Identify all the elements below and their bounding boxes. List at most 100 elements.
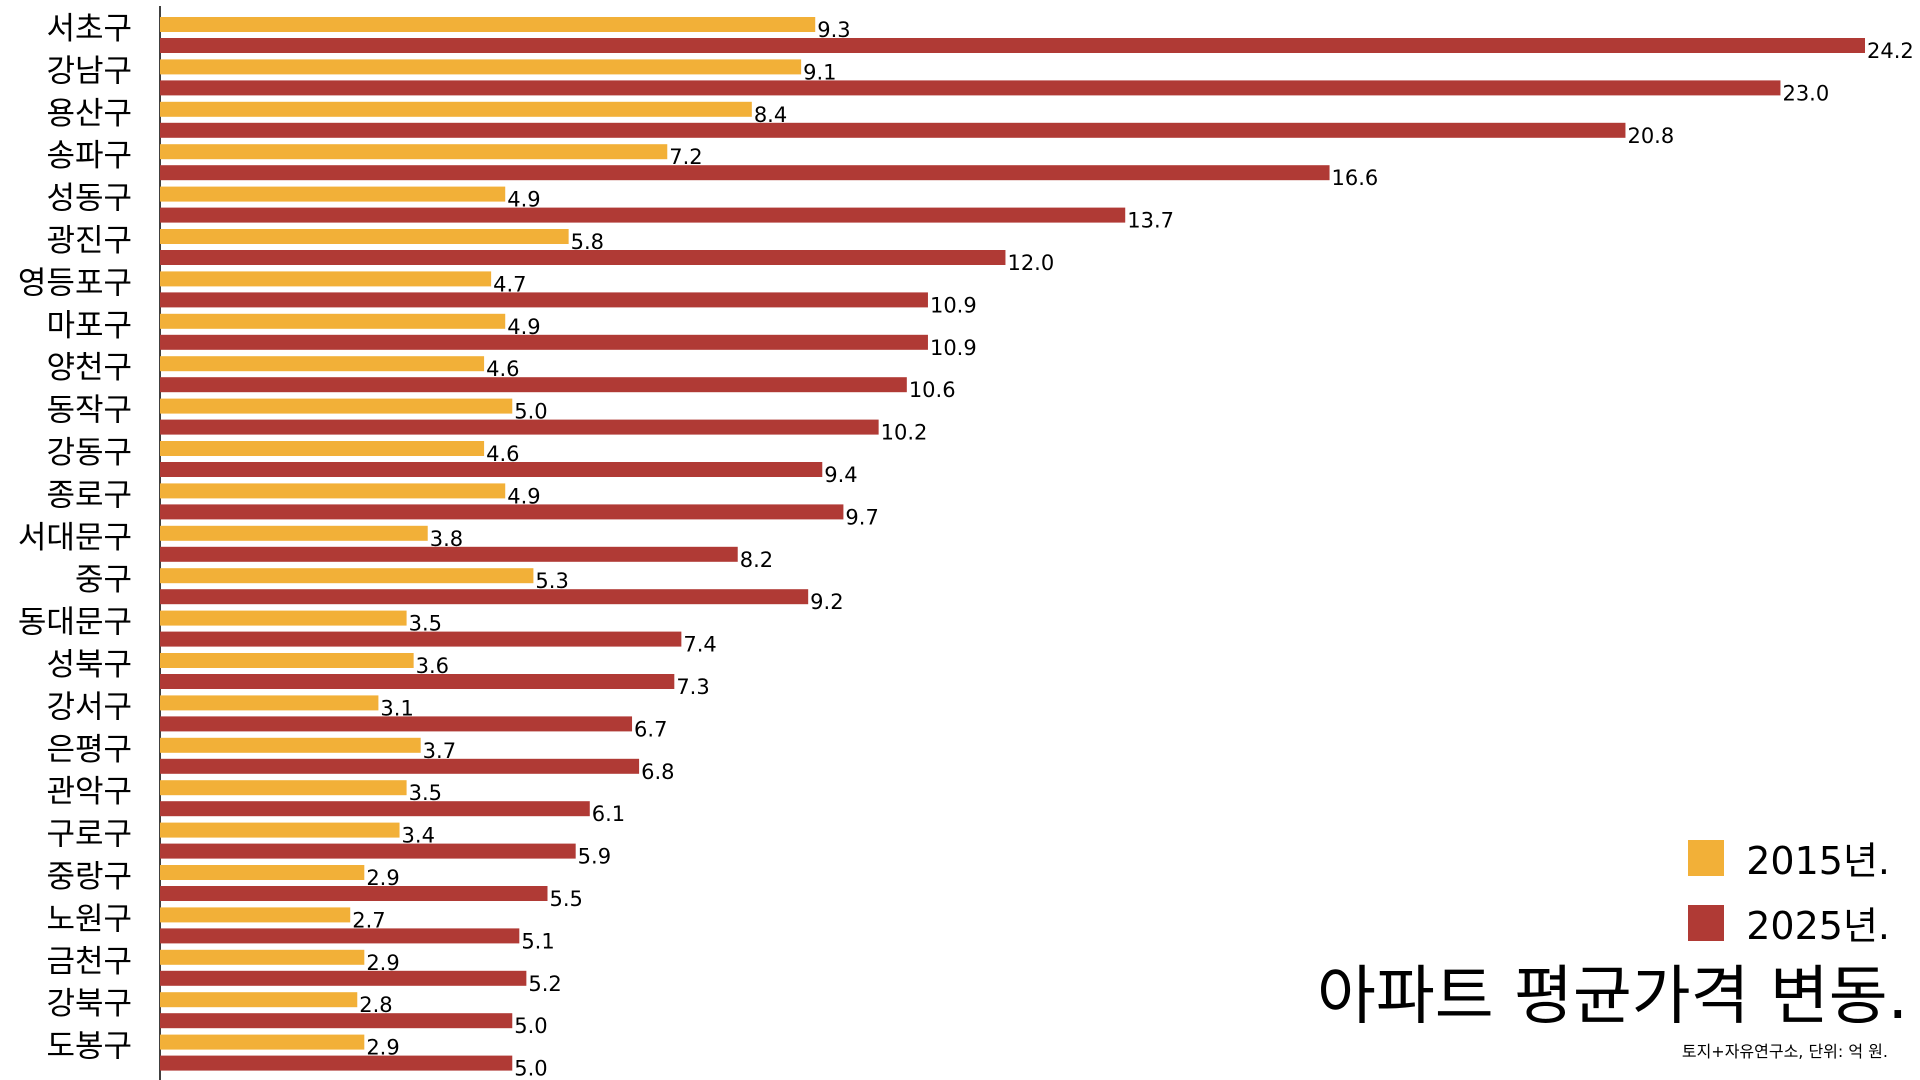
bar-2015 — [160, 59, 802, 75]
category-label: 성동구 — [46, 181, 132, 217]
chart-title: 아파트 평균가격 변동. — [1317, 960, 1908, 1034]
data-label: 9.2 — [810, 590, 843, 614]
category-label: 중랑구 — [46, 859, 132, 895]
data-label: 8.2 — [740, 548, 773, 572]
data-label: 10.6 — [909, 378, 956, 402]
bar-2015 — [160, 17, 816, 32]
data-label: 10.9 — [930, 293, 977, 317]
bar-2015 — [160, 144, 668, 160]
category-label: 금천구 — [46, 944, 132, 980]
data-label: 5.1 — [521, 929, 554, 953]
data-label: 5.9 — [578, 845, 611, 869]
bar-2015 — [160, 610, 407, 626]
data-label: 20.8 — [1627, 124, 1674, 148]
data-label: 9.7 — [845, 505, 878, 529]
bar-2025 — [160, 928, 520, 944]
data-label: 24.2 — [1867, 39, 1914, 63]
bar-2025 — [160, 38, 1865, 53]
bar-2015 — [160, 441, 485, 456]
data-label: 5.2 — [528, 972, 561, 996]
legend-item-2025: 2025년. — [1688, 895, 1890, 950]
bar-2015 — [160, 101, 752, 117]
data-label: 5.5 — [550, 887, 583, 911]
category-label: 강서구 — [46, 689, 132, 725]
category-label: 노원구 — [46, 901, 132, 937]
bar-2015 — [160, 653, 414, 668]
category-label: 종로구 — [46, 477, 132, 513]
bar-2025 — [160, 716, 633, 732]
data-label: 13.7 — [1127, 209, 1174, 233]
data-label: 7.3 — [676, 675, 709, 699]
category-label: 도봉구 — [46, 1029, 132, 1065]
data-label: 10.9 — [930, 336, 977, 360]
data-label: 6.8 — [641, 760, 674, 784]
bar-2025 — [160, 419, 879, 435]
bar-2025 — [160, 886, 548, 901]
legend: 2015년. 2025년. — [1688, 830, 1890, 950]
data-label: 6.1 — [592, 802, 625, 826]
bar-2015 — [160, 695, 379, 711]
category-label: 중구 — [75, 562, 132, 598]
category-label: 강동구 — [46, 435, 132, 471]
bar-2025 — [160, 165, 1330, 181]
bar-2025 — [160, 1055, 513, 1071]
bar-2015 — [160, 271, 492, 287]
bar-2015 — [160, 907, 351, 923]
bar-2015 — [160, 229, 569, 244]
bar-2025 — [160, 843, 576, 859]
bar-2025 — [160, 589, 809, 605]
legend-swatch-2015 — [1688, 839, 1725, 876]
bar-2025 — [160, 80, 1781, 96]
bar-2025 — [160, 674, 675, 689]
category-label: 송파구 — [46, 138, 132, 174]
legend-label-2015: 2015년. — [1746, 839, 1890, 883]
bar-2015 — [160, 313, 506, 329]
bar-2025 — [160, 1013, 513, 1029]
bar-2025 — [160, 292, 928, 308]
category-label: 은평구 — [46, 732, 132, 768]
bar-2025 — [160, 801, 590, 817]
chart-source-note: 토지+자유연구소, 단위: 억 원. — [1681, 1042, 1888, 1061]
bar-2025 — [160, 207, 1126, 223]
bar-2015 — [160, 822, 400, 838]
category-label: 영등포구 — [18, 265, 132, 301]
bar-2015 — [160, 992, 358, 1008]
category-label: 관악구 — [46, 774, 132, 810]
bar-2015 — [160, 780, 407, 796]
bar-2015 — [160, 737, 421, 753]
category-label: 동대문구 — [18, 605, 132, 641]
data-label: 5.0 — [514, 1057, 547, 1080]
category-label: 양천구 — [46, 350, 132, 386]
bar-2015 — [160, 398, 513, 414]
bar-2015 — [160, 568, 534, 584]
legend-swatch-2025 — [1688, 904, 1725, 941]
data-label: 6.7 — [634, 717, 667, 741]
category-label: 서대문구 — [18, 520, 132, 556]
bar-2025 — [160, 631, 682, 647]
bar-2015 — [160, 1034, 365, 1050]
category-label: 성북구 — [46, 647, 132, 683]
bar-2015 — [160, 186, 506, 202]
category-label: 강남구 — [46, 53, 132, 89]
category-label: 동작구 — [46, 393, 132, 429]
data-label: 7.4 — [683, 633, 716, 657]
category-label: 구로구 — [46, 817, 132, 853]
legend-item-2015: 2015년. — [1688, 830, 1890, 885]
bar-2015 — [160, 525, 428, 541]
category-label: 서초구 — [46, 11, 132, 47]
category-label: 광진구 — [46, 223, 132, 259]
data-label: 5.0 — [514, 1014, 547, 1038]
bar-2025 — [160, 334, 928, 350]
bar-2015 — [160, 949, 365, 965]
data-label: 10.2 — [881, 421, 928, 445]
bar-2025 — [160, 250, 1006, 265]
bar-2025 — [160, 504, 844, 520]
bar-2025 — [160, 758, 640, 774]
data-label: 16.6 — [1332, 166, 1379, 190]
data-label: 12.0 — [1007, 251, 1054, 275]
bar-2015 — [160, 356, 485, 372]
bar-2025 — [160, 377, 907, 393]
category-label: 강북구 — [46, 986, 132, 1022]
bar-2015 — [160, 865, 365, 880]
